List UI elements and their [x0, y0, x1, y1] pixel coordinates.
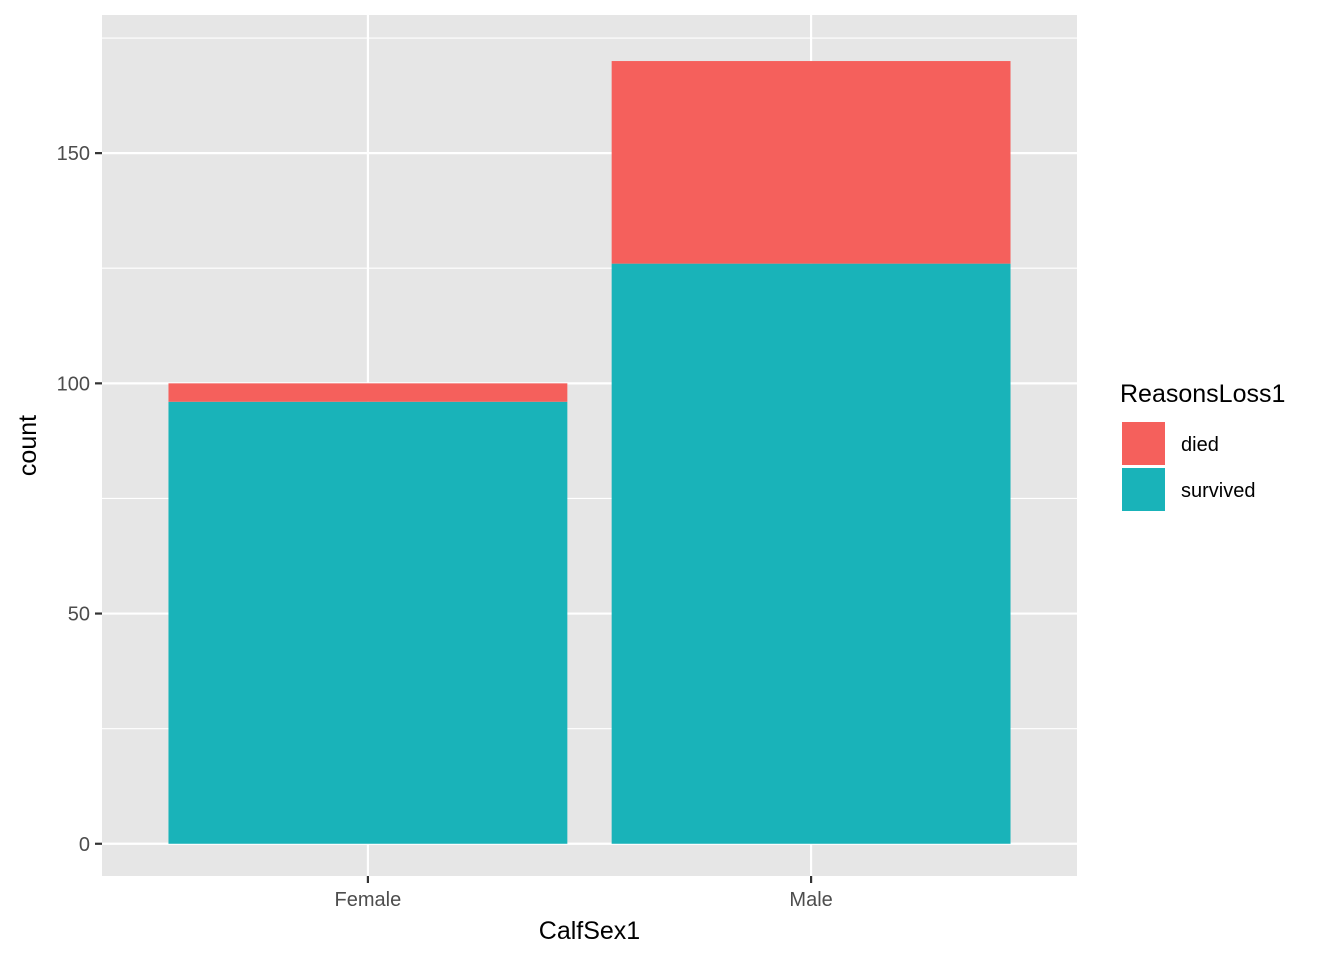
- bars: [168, 61, 1011, 844]
- legend-label-survived: survived: [1181, 480, 1255, 502]
- bar-female-died: [168, 383, 568, 402]
- legend: ReasonsLoss1 died survived: [1120, 380, 1285, 511]
- legend-items: died survived: [1122, 422, 1255, 511]
- x-axis: Female Male: [335, 876, 833, 911]
- y-tick-label: 50: [68, 604, 90, 626]
- y-tick-label: 150: [57, 143, 90, 165]
- y-axis: 0 50 100 150: [57, 143, 102, 856]
- y-axis-title: count: [14, 415, 42, 476]
- x-tick-label: Male: [789, 889, 832, 911]
- y-tick-label: 100: [57, 373, 90, 395]
- bar-male-survived: [611, 263, 1011, 844]
- y-tick-label: 0: [79, 834, 90, 856]
- legend-title: ReasonsLoss1: [1120, 380, 1285, 408]
- x-tick-label: Female: [335, 889, 402, 911]
- bar-male-died: [611, 61, 1011, 264]
- legend-label-died: died: [1181, 434, 1219, 456]
- legend-swatch-survived: [1122, 468, 1165, 511]
- x-axis-title: CalfSex1: [539, 917, 640, 945]
- legend-swatch-died: [1122, 422, 1165, 465]
- bar-female-survived: [168, 401, 568, 844]
